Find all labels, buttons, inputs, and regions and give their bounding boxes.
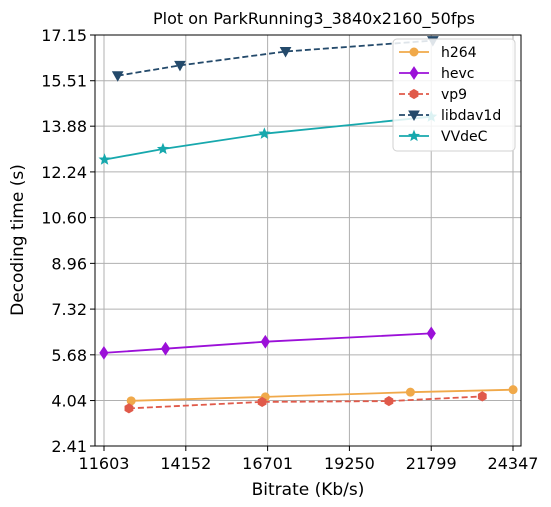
x-tick-label: 19250 [324,454,375,473]
data-point [279,46,292,58]
plot-frame [94,34,522,447]
legend-marker [407,129,421,142]
series-layer [98,36,518,414]
data-point [174,60,186,72]
legend-item-vp9: vp9 [399,87,467,103]
y-tick-label: 5.68 [51,346,87,365]
data-point [477,391,487,402]
series-libdav1d [111,36,439,82]
data-point [384,396,394,407]
legend-item-vvdec: VVdeC [399,129,488,145]
data-point [405,387,415,397]
y-tick-label: 2.41 [51,437,87,456]
legend-label: vp9 [441,87,467,103]
axis-ticks: 11603 14152 16701 19250 21799 24347 2.41 4.04 5.… [41,26,538,473]
legend-item-h264: h264 [399,45,477,61]
series-line [131,388,514,402]
legend-label: VVdeC [441,129,488,145]
legend-item-libdav1d: libdav1d [399,108,501,124]
legend: h264 hevc vp9 libdav1d VVdeC [392,38,516,152]
x-axis-title: Bitrate (Kb/s) [252,480,365,500]
series-hevc [99,326,436,360]
data-point [99,345,109,360]
legend-item-hevc: hevc [399,66,474,82]
series-line [103,332,432,354]
y-tick-label: 13.88 [41,117,87,136]
series-vp9 [124,391,487,414]
data-point [260,334,270,349]
y-tick-label: 17.15 [41,26,87,45]
data-point [508,385,518,395]
x-tick-label: 21799 [406,454,457,473]
y-tick-label: 12.24 [41,163,87,182]
y-tick-label: 8.96 [51,254,87,273]
data-point [124,403,134,414]
series-line [104,115,432,161]
x-tick-label: 16701 [242,454,293,473]
chart-title: Plot on ParkRunning3_3840x2160_50fps [153,9,475,29]
legend-marker [409,88,419,100]
data-point [426,326,436,341]
data-point [111,71,124,82]
data-point [257,396,267,408]
y-tick-label: 15.51 [41,72,87,91]
series-line [128,395,483,410]
series-line [117,39,433,77]
legend-box [392,38,516,152]
data-point [258,127,271,139]
x-tick-label: 11603 [79,454,130,473]
data-point [98,153,111,165]
y-tick-label: 10.60 [41,209,87,228]
y-axis-title: Decoding time (s) [8,164,28,316]
legend-label: h264 [441,45,477,61]
legend-marker [409,66,419,80]
legend-marker [409,47,419,57]
y-tick-label: 4.04 [51,392,87,411]
x-tick-label: 24347 [488,454,539,473]
legend-label: libdav1d [441,108,501,124]
data-point [156,142,169,155]
legend-label: hevc [441,66,474,82]
legend-marker [408,110,420,122]
y-tick-label: 7.32 [51,300,87,319]
data-point [160,341,171,356]
x-tick-label: 14152 [160,454,211,473]
